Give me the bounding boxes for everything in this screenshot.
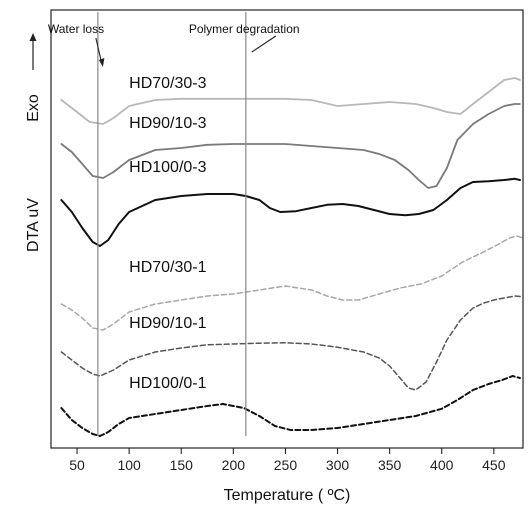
x-tick-label-0: 50	[69, 457, 85, 473]
series-labels: HD70/30-3 HD90/10-3 HD100/0-3 HD70/30-1 HD90…	[129, 75, 206, 392]
annotation-label-0: Water loss	[48, 22, 104, 36]
x-tick-label-2: 150	[170, 457, 194, 473]
plot-frame	[50, 9, 524, 449]
series-label-4: HD90/10-1	[129, 315, 206, 332]
exo-label: Exo	[25, 94, 42, 122]
annotation-label-1: Polymer degradation	[189, 22, 300, 36]
series-label-1: HD90/10-3	[129, 115, 206, 132]
series-line-hd100-0-3	[60, 177, 521, 247]
x-tick-label-6: 350	[378, 457, 402, 473]
x-tick-label-3: 200	[222, 457, 246, 473]
y-axis-label: DTA uV	[25, 198, 42, 252]
series-line-hd90-10-1	[60, 295, 524, 391]
series-line-hd70-30-1	[60, 235, 524, 331]
x-tick-label-8: 450	[482, 457, 506, 473]
x-tick-label-7: 400	[430, 457, 454, 473]
series-line-hd100-0-1	[60, 375, 521, 437]
series-label-2: HD100/0-3	[129, 159, 206, 176]
x-tick-label-5: 300	[326, 457, 350, 473]
x-axis-label: Temperature ( ºC)	[224, 487, 351, 504]
series-line-hd70-30-3	[60, 77, 521, 125]
series-label-0: HD70/30-3	[129, 75, 206, 92]
exo-arrow-icon	[29, 33, 37, 70]
x-tick-label-1: 100	[117, 457, 141, 473]
series-label-3: HD70/30-1	[129, 259, 206, 276]
x-axis: 50 100 150 200 250 300 350 400 450	[69, 448, 506, 473]
plot-area	[60, 77, 524, 437]
annotations: Water loss Polymer degradation	[48, 12, 300, 436]
water-loss-arrow-icon	[98, 58, 105, 67]
polymer-pointer	[251, 35, 277, 53]
series-label-5: HD100/0-1	[129, 375, 206, 392]
x-tick-label-4: 250	[274, 457, 298, 473]
series-line-hd90-10-3	[60, 103, 521, 189]
